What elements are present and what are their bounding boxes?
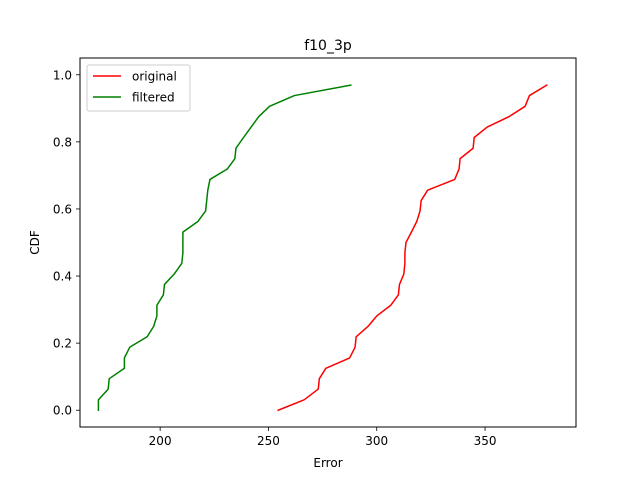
- y-axis-ticks: 0.0 0.2 0.4 0.6 0.8 1.0: [53, 68, 80, 418]
- legend-label-filtered: filtered: [132, 91, 175, 105]
- x-tick-label: 300: [365, 434, 388, 448]
- x-axis-ticks: 200 250 300 350: [149, 427, 497, 448]
- chart-title: f10_3p: [304, 38, 352, 54]
- x-tick-label: 250: [257, 434, 280, 448]
- y-tick-label: 1.0: [53, 68, 72, 82]
- series-line-original: [277, 84, 548, 412]
- y-tick-label: 0.8: [53, 135, 72, 149]
- x-tick-label: 350: [474, 434, 497, 448]
- series-layer: [97, 84, 548, 412]
- y-tick-label: 0.4: [53, 270, 72, 284]
- plot-area: [80, 58, 576, 427]
- y-tick-label: 0.0: [53, 404, 72, 418]
- x-axis-label: Error: [313, 456, 342, 470]
- axes-frame: [79, 57, 577, 428]
- legend: original filtered: [86, 64, 191, 112]
- series-line-filtered: [97, 84, 352, 411]
- y-tick-label: 0.6: [53, 202, 72, 216]
- y-tick-label: 0.2: [53, 337, 72, 351]
- legend-label-original: original: [132, 70, 177, 84]
- y-axis-label: CDF: [28, 230, 42, 255]
- x-tick-label: 200: [149, 434, 172, 448]
